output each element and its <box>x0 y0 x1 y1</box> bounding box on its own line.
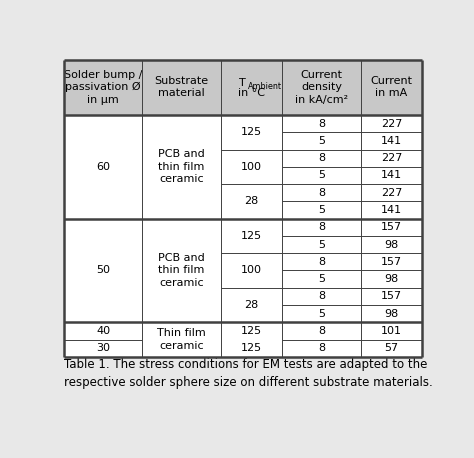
Text: 100: 100 <box>241 266 262 275</box>
Text: 227: 227 <box>381 119 402 129</box>
Text: 227: 227 <box>381 153 402 163</box>
Text: 100: 100 <box>241 162 262 172</box>
Text: 98: 98 <box>384 240 399 250</box>
Text: 157: 157 <box>381 291 402 301</box>
Text: 5: 5 <box>318 136 325 146</box>
Text: 5: 5 <box>318 170 325 180</box>
Text: Current
in mA: Current in mA <box>370 76 412 98</box>
Text: Table 1. The stress conditions for EM tests are adapted to the
respective solder: Table 1. The stress conditions for EM te… <box>64 358 433 389</box>
Text: 98: 98 <box>384 274 399 284</box>
Text: 5: 5 <box>318 205 325 215</box>
Text: 30: 30 <box>96 343 110 353</box>
Text: 8: 8 <box>318 326 325 336</box>
Text: 141: 141 <box>381 136 402 146</box>
Text: 8: 8 <box>318 119 325 129</box>
Text: 5: 5 <box>318 274 325 284</box>
Bar <box>64 115 422 357</box>
Text: 125: 125 <box>241 326 262 336</box>
Text: 8: 8 <box>318 222 325 232</box>
Text: PCB and
thin film
ceramic: PCB and thin film ceramic <box>158 149 205 184</box>
Text: 57: 57 <box>384 343 398 353</box>
Text: Substrate
material: Substrate material <box>155 76 209 98</box>
Text: 8: 8 <box>318 153 325 163</box>
Text: 125: 125 <box>241 343 262 353</box>
Text: 157: 157 <box>381 222 402 232</box>
Text: 60: 60 <box>96 162 110 172</box>
Text: 125: 125 <box>241 231 262 241</box>
Text: 8: 8 <box>318 188 325 198</box>
Text: 40: 40 <box>96 326 110 336</box>
Text: 28: 28 <box>245 196 259 207</box>
Text: 5: 5 <box>318 309 325 319</box>
Text: Thin film
ceramic: Thin film ceramic <box>157 328 206 351</box>
Bar <box>64 60 422 115</box>
Text: 101: 101 <box>381 326 402 336</box>
Text: 157: 157 <box>381 257 402 267</box>
Text: 8: 8 <box>318 343 325 353</box>
Text: Solder bump /
passivation Ø
in µm: Solder bump / passivation Ø in µm <box>64 70 142 105</box>
Text: PCB and
thin film
ceramic: PCB and thin film ceramic <box>158 253 205 288</box>
Text: 227: 227 <box>381 188 402 198</box>
Text: Ambient: Ambient <box>248 82 282 91</box>
Text: 8: 8 <box>318 257 325 267</box>
Text: 8: 8 <box>318 291 325 301</box>
Text: 141: 141 <box>381 170 402 180</box>
Text: 141: 141 <box>381 205 402 215</box>
Text: 98: 98 <box>384 309 399 319</box>
Text: T: T <box>239 78 246 88</box>
Text: 125: 125 <box>241 127 262 137</box>
Text: 50: 50 <box>96 266 110 275</box>
Text: 5: 5 <box>318 240 325 250</box>
Text: Current
density
in kA/cm²: Current density in kA/cm² <box>295 70 348 105</box>
Text: 28: 28 <box>245 300 259 310</box>
Text: in °C: in °C <box>238 88 265 98</box>
